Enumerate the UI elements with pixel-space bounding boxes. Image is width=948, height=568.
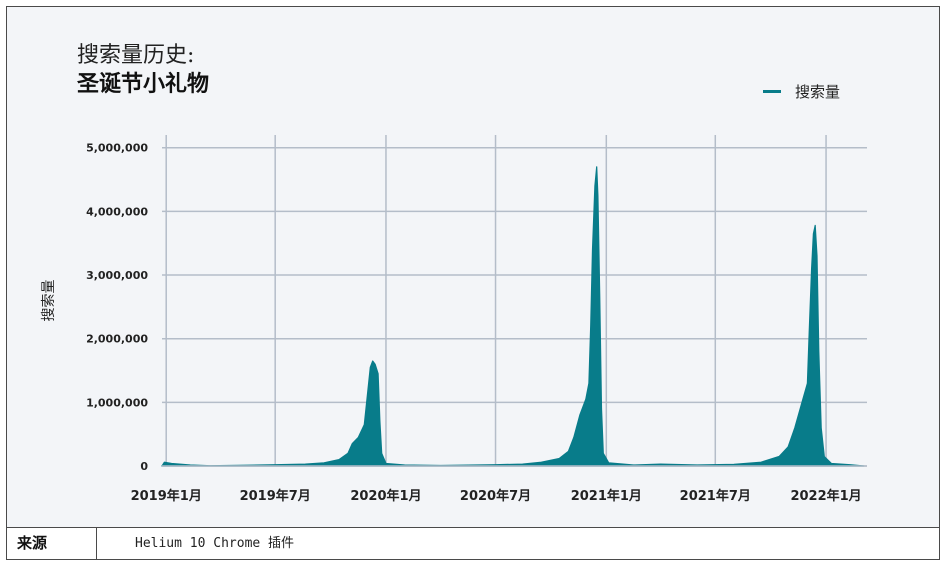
legend[interactable]: 搜索量 bbox=[763, 81, 840, 102]
chart-title: 搜索量历史: bbox=[77, 43, 195, 68]
y-tick-label: 5,000,000 bbox=[86, 142, 148, 155]
source-footer: 来源 Helium 10 Chrome 插件 bbox=[7, 528, 939, 559]
y-tick-label: 4,000,000 bbox=[86, 205, 148, 218]
x-tick-label: 2022年1月 bbox=[790, 488, 861, 504]
y-axis-label: 搜索量 bbox=[40, 280, 57, 322]
y-tick-label: 2,000,000 bbox=[86, 333, 148, 346]
chart-frame: 搜索量历史: 圣诞节小礼物 搜索量 0 1,000,000 2,000,000 3,0… bbox=[6, 6, 940, 560]
x-tick-label: 2021年1月 bbox=[571, 488, 642, 504]
x-tick-label: 2021年7月 bbox=[680, 488, 751, 504]
source-label: 来源 bbox=[7, 528, 97, 559]
x-tick-label: 2020年7月 bbox=[460, 488, 531, 504]
x-tick-label: 2019年7月 bbox=[240, 488, 311, 504]
y-tick-label: 3,000,000 bbox=[86, 269, 148, 282]
chart-panel: 搜索量历史: 圣诞节小礼物 搜索量 0 1,000,000 2,000,000 3,0… bbox=[7, 7, 939, 528]
x-tick-label: 2019年1月 bbox=[131, 488, 202, 504]
source-value: Helium 10 Chrome 插件 bbox=[135, 536, 295, 551]
x-tick-label: 2020年1月 bbox=[350, 488, 421, 504]
legend-label: 搜索量 bbox=[795, 83, 841, 101]
plot-area: 0 1,000,000 2,000,000 3,000,000 4,000,000 5,0… bbox=[40, 135, 867, 504]
legend-swatch bbox=[763, 90, 781, 93]
y-tick-label: 0 bbox=[140, 460, 148, 473]
chart-subtitle: 圣诞节小礼物 bbox=[77, 71, 210, 97]
area-series-search-volume[interactable] bbox=[161, 166, 865, 467]
y-tick-label: 1,000,000 bbox=[86, 396, 148, 409]
